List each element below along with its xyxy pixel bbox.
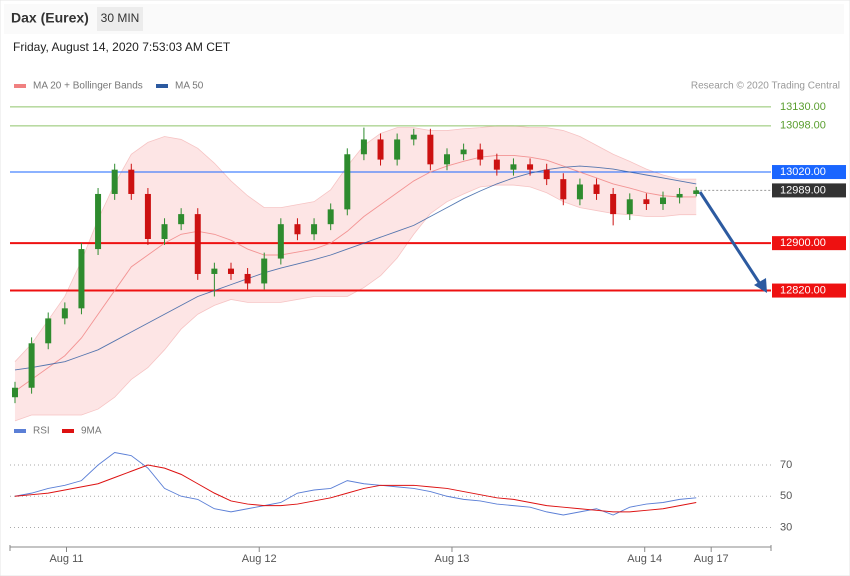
candle-body <box>527 164 534 170</box>
candle-body <box>95 193 102 250</box>
candle-body <box>543 169 550 180</box>
timeframe-box <box>97 7 143 31</box>
candle-body <box>610 193 617 215</box>
x-tick-label: Aug 14 <box>627 553 662 565</box>
level-box <box>772 236 846 251</box>
candle-body <box>659 197 666 205</box>
candle-body <box>178 214 185 225</box>
y-tick-label: 70 <box>780 459 792 471</box>
legend-swatch <box>14 84 26 88</box>
forecast-arrow <box>698 191 764 288</box>
candle-body <box>144 193 151 239</box>
legend-swatch <box>156 84 168 88</box>
x-tick-label: Aug 12 <box>242 553 277 565</box>
x-tick-label: Aug 17 <box>694 553 729 565</box>
legend-label: MA 50 <box>175 81 204 92</box>
candle-body <box>394 139 401 160</box>
ma-line <box>14 154 697 392</box>
candle-body <box>443 154 450 165</box>
x-tick-label: Aug 13 <box>435 553 470 565</box>
legend-label: 9MA <box>81 426 102 437</box>
timestamp: Friday, August 14, 2020 7:53:03 AM CET <box>13 40 231 54</box>
candle-body <box>460 149 467 155</box>
legend-swatch <box>62 429 74 433</box>
candle-body <box>28 343 35 388</box>
legend-label: RSI <box>33 426 50 437</box>
candle-body <box>377 139 384 160</box>
rsi-panel: 30 50 70 RSI 9MA <box>10 426 792 533</box>
candle-body <box>693 190 700 194</box>
candle-body <box>493 159 500 170</box>
candle-body <box>311 224 318 235</box>
candle-body <box>643 199 650 205</box>
candle-body <box>360 139 367 155</box>
candle-body <box>194 214 201 274</box>
candle-body <box>78 249 85 309</box>
candle-body <box>510 164 517 170</box>
candle-body <box>11 387 18 398</box>
band-edge <box>14 184 697 422</box>
level-label: 12900.00 <box>780 237 826 249</box>
candle-body <box>576 184 583 200</box>
level-label: 12989.00 <box>780 184 826 196</box>
level-label: 13130.00 <box>780 101 826 113</box>
candle-body <box>111 169 118 194</box>
candle-body <box>277 224 284 259</box>
legend-swatch <box>14 429 26 433</box>
candle-body <box>211 268 218 274</box>
arrow-head <box>754 278 767 293</box>
candle-body <box>477 149 484 160</box>
candle-body <box>427 134 434 165</box>
ma-line <box>14 165 697 371</box>
rsi-line <box>14 464 697 513</box>
candle-body <box>560 179 567 200</box>
candle-body <box>227 268 234 274</box>
y-tick-label: 50 <box>780 490 792 502</box>
candle-body <box>294 224 301 235</box>
credit: Research © 2020 Trading Central <box>691 81 840 92</box>
candle-body <box>626 199 633 215</box>
candle-body <box>261 258 268 284</box>
level-label: 13098.00 <box>780 120 826 132</box>
band-edge <box>14 125 697 362</box>
candle-body <box>45 318 52 344</box>
header-bar <box>4 4 844 34</box>
rsi-line <box>14 452 697 516</box>
y-tick-label: 30 <box>780 521 792 533</box>
candle-body <box>161 224 168 239</box>
level-label: 12820.00 <box>780 284 826 296</box>
candle-body <box>593 184 600 194</box>
x-tick-label: Aug 11 <box>49 553 83 565</box>
bollinger-band <box>14 125 697 421</box>
candle-body <box>676 193 683 198</box>
candle-body <box>61 308 68 319</box>
legend-label: MA 20 + Bollinger Bands <box>33 81 143 92</box>
candle-body <box>410 134 417 140</box>
candle-body <box>344 154 351 210</box>
level-box <box>772 183 846 198</box>
price-panel: MA 20 + Bollinger Bands MA 50 13130.00 1309… <box>10 81 846 422</box>
level-label: 13020.00 <box>780 166 826 178</box>
timeframe: 30 MIN <box>101 11 140 25</box>
level-box <box>772 165 846 180</box>
candle-body <box>327 209 334 225</box>
candle-body <box>244 273 251 284</box>
level-box <box>772 283 846 298</box>
instrument: Dax (Eurex) <box>11 10 89 26</box>
candle-body <box>128 169 135 194</box>
